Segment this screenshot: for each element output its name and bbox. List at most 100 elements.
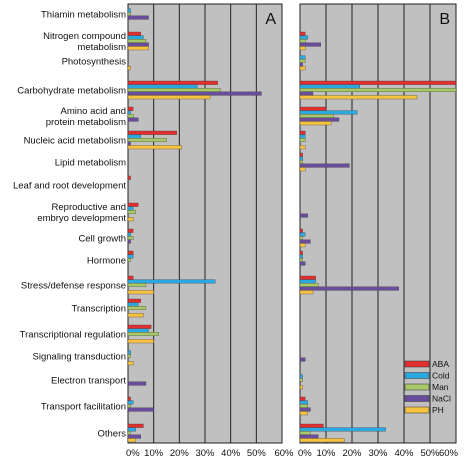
bar-aba	[127, 130, 177, 135]
bar-man	[127, 88, 221, 92]
category-labels: Thiamin metabolism Nitrogen compoundmetab…	[13, 10, 126, 440]
bar-man	[299, 404, 308, 408]
category-label: Hormone	[87, 256, 126, 267]
legend-swatch-man	[404, 383, 430, 391]
panel-label: B	[439, 11, 450, 28]
legend-swatch-cold	[404, 372, 430, 379]
x-tick-label: 0%	[126, 448, 140, 459]
bar-ph	[299, 385, 303, 390]
bar-aba	[299, 275, 316, 280]
bar-man	[127, 306, 147, 310]
bar-man	[299, 431, 311, 435]
bar-man	[127, 12, 131, 16]
x-tick-label: 30%	[195, 448, 215, 459]
bar-aba	[299, 31, 306, 36]
bar-man	[127, 404, 131, 408]
category-label: embryo development	[37, 213, 126, 224]
bar-nacl	[127, 42, 149, 47]
bar-nacl	[127, 239, 131, 244]
category-label: Transport facilitation	[41, 402, 126, 413]
bar-cold	[299, 84, 360, 89]
bar-aba	[299, 80, 457, 85]
bar-man	[299, 39, 306, 43]
bar-ph	[299, 243, 306, 248]
bar-ph	[127, 217, 134, 222]
bar-ph	[127, 290, 154, 295]
bar-ph	[299, 46, 306, 51]
legend-label: PH	[432, 405, 444, 415]
category-label: Reproductive and	[52, 202, 126, 213]
bar-nacl	[299, 357, 306, 362]
bar-ph	[299, 290, 314, 295]
bar-nacl	[299, 286, 399, 291]
legend-swatch-nacl	[404, 395, 430, 402]
bar-nacl	[299, 42, 321, 47]
bar-man	[127, 138, 167, 142]
bar-cold	[127, 110, 131, 115]
bar-man	[299, 59, 306, 63]
legend-label: Cold	[432, 371, 450, 381]
bar-cold	[299, 35, 308, 40]
category-label: Lipid metabolism	[55, 158, 126, 169]
bar-cold	[127, 206, 134, 211]
bar-nacl	[127, 117, 139, 122]
bar-man	[299, 114, 334, 118]
bar-ph	[127, 145, 183, 150]
bar-cold	[299, 279, 316, 284]
bar-cold	[299, 134, 306, 139]
bar-cold	[299, 156, 303, 161]
legend-label: Man	[432, 382, 449, 392]
bar-nacl	[127, 91, 262, 96]
bar-cold	[299, 55, 306, 60]
bar-aba	[127, 31, 141, 36]
bar-nacl	[299, 407, 311, 412]
bar-aba	[127, 275, 134, 280]
bar-man	[299, 88, 457, 92]
legend-label: NaCl	[432, 394, 451, 404]
bar-man	[127, 236, 134, 240]
x-tick-label: 40%	[221, 448, 241, 459]
category-label: metabolism	[77, 42, 126, 53]
bar-man	[127, 210, 136, 214]
category-label: Electron transport	[51, 376, 126, 387]
bar-cold	[299, 110, 358, 115]
bar-cold	[127, 8, 131, 13]
legend-swatch-aba	[404, 360, 430, 368]
bar-aba	[127, 80, 218, 85]
bar-man	[299, 378, 303, 382]
bar-nacl	[299, 261, 306, 266]
bar-ph	[127, 95, 211, 100]
bar-aba	[127, 324, 152, 329]
category-label: Nucleic acid metabolism	[24, 136, 127, 147]
bar-cold	[127, 35, 144, 40]
bar-nacl	[299, 91, 314, 96]
bar-aba	[299, 106, 327, 111]
bar-nacl	[299, 163, 350, 168]
bar-cold	[127, 134, 141, 139]
bar-nacl	[127, 141, 131, 146]
bar-nacl	[299, 62, 303, 67]
bar-man	[127, 332, 159, 336]
x-tick-label: 20%	[342, 448, 362, 459]
bar-aba	[127, 175, 131, 180]
panel-b: B 0% 10% 20% 30% 40% 50% 60%	[298, 3, 459, 459]
bar-ph	[299, 66, 306, 71]
bar-ph	[127, 361, 134, 366]
x-tick-label: 20%	[170, 448, 190, 459]
bar-cold	[127, 400, 134, 405]
category-label: Signaling transduction	[33, 352, 126, 363]
bar-aba	[127, 250, 134, 255]
bar-man	[127, 114, 134, 118]
bar-ph	[127, 313, 144, 318]
bar-man	[127, 258, 131, 262]
bar-ph	[299, 121, 332, 126]
category-label: Transcription	[71, 304, 126, 315]
x-tick-label: 30%	[368, 448, 388, 459]
legend-label: ABA	[432, 359, 449, 369]
bar-nacl	[127, 15, 149, 20]
bar-nacl	[127, 381, 147, 386]
bar-nacl	[127, 407, 154, 412]
category-label: Nitrogen compound	[43, 31, 126, 42]
